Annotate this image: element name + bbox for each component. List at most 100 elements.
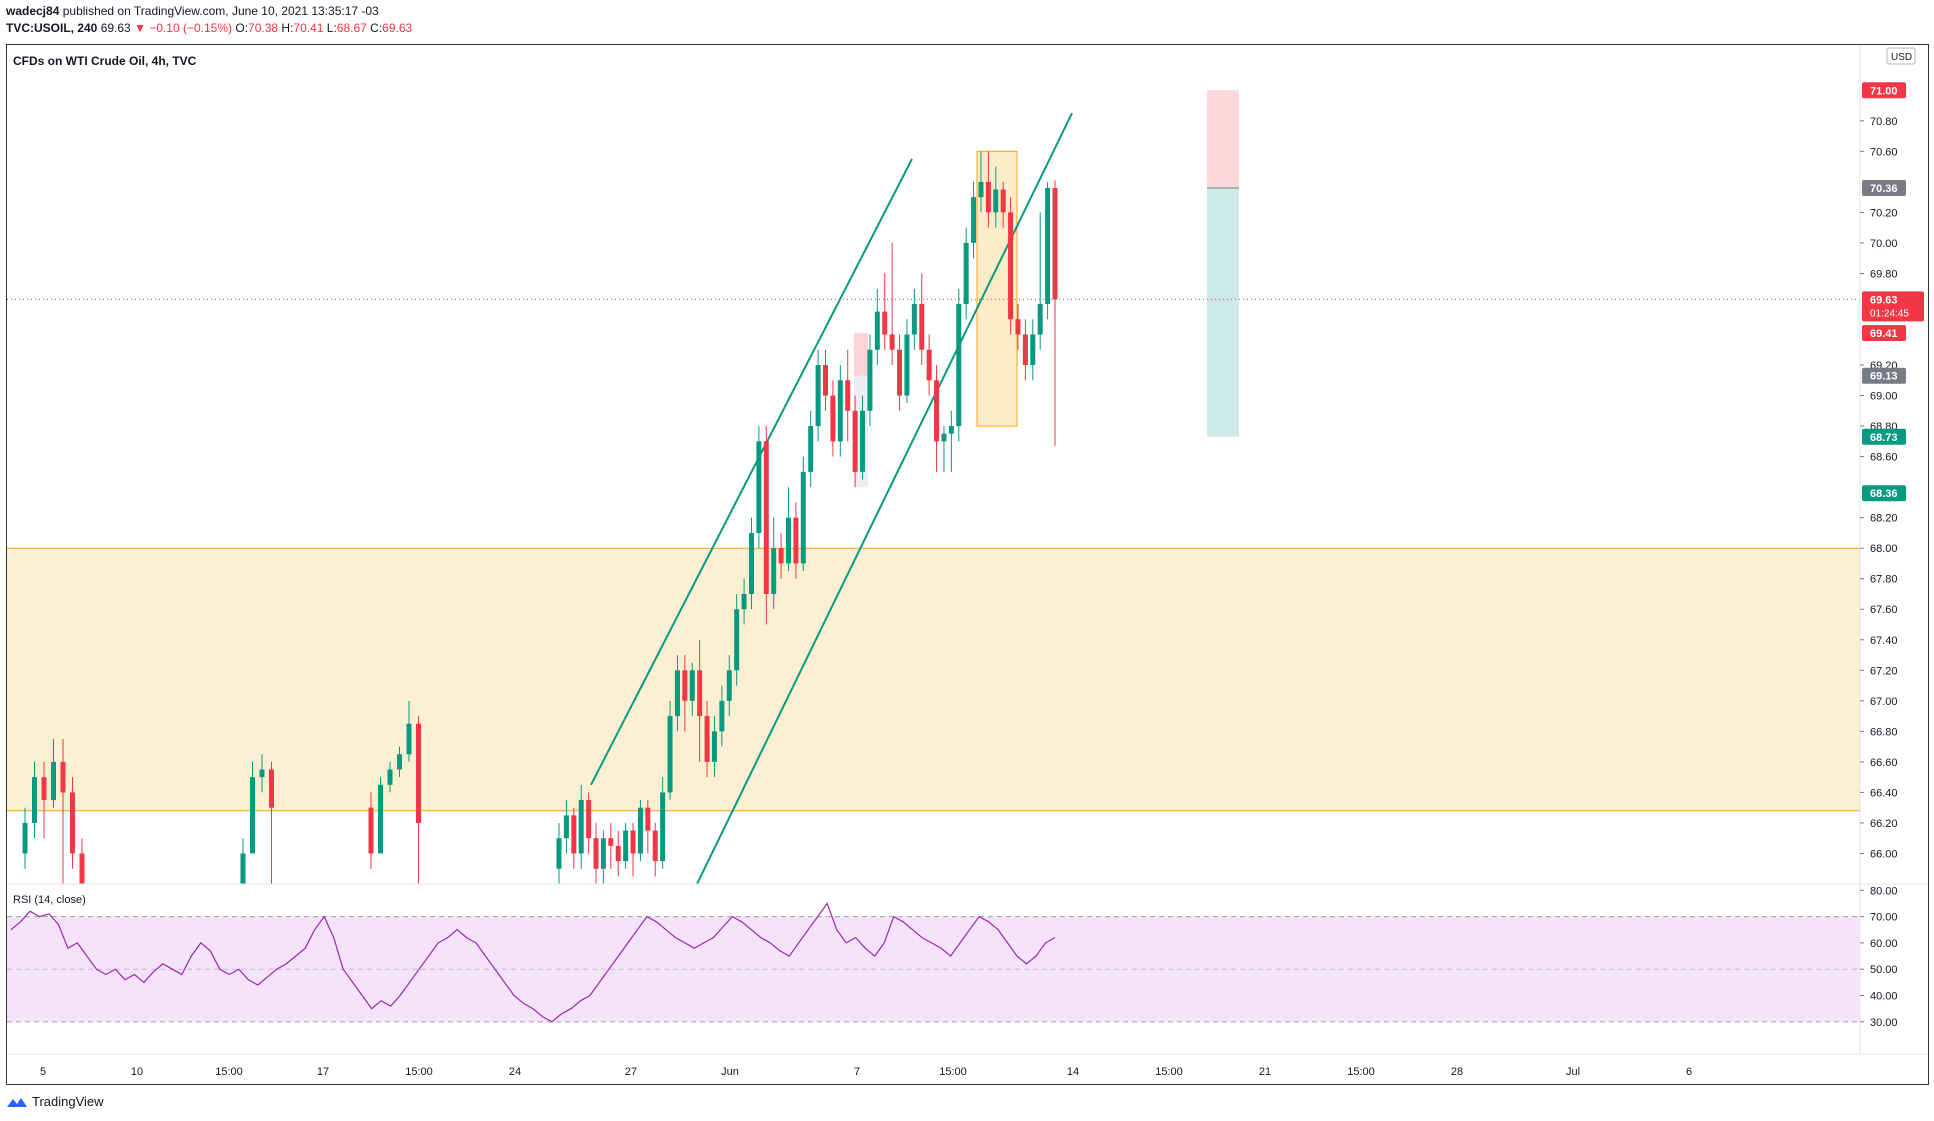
candle-body xyxy=(963,242,969,304)
rsi-tick-label: 40.00 xyxy=(1870,991,1898,1003)
author-name[interactable]: wadecj84 xyxy=(6,4,60,18)
candle-body xyxy=(823,365,829,396)
published-text: published on TradingView.com, June 10, 2… xyxy=(62,4,379,18)
candle-body xyxy=(845,380,851,411)
candle-body xyxy=(368,807,374,854)
currency-label: USD xyxy=(1891,52,1912,63)
candle-body xyxy=(919,303,925,350)
candle-body xyxy=(956,303,962,427)
candle-body xyxy=(941,433,947,442)
candle-body xyxy=(645,807,651,831)
price-tick-label: 66.20 xyxy=(1870,818,1898,830)
low-label: L: xyxy=(326,21,337,35)
candle-body xyxy=(756,441,762,533)
candle-body xyxy=(711,731,717,762)
candle-body xyxy=(674,670,680,717)
candle-body xyxy=(615,845,621,862)
candle-body xyxy=(860,410,866,472)
rsi-tick-label: 50.00 xyxy=(1870,964,1898,976)
candle-body xyxy=(704,716,710,762)
candle-body xyxy=(815,365,821,427)
price-tick-label: 69.80 xyxy=(1870,268,1898,280)
time-tick-label: 7 xyxy=(854,1066,860,1078)
candle-body xyxy=(985,181,991,213)
close-label: C: xyxy=(370,21,383,35)
candle-body xyxy=(830,395,836,442)
candle-body xyxy=(734,609,740,671)
high-value: 70.41 xyxy=(293,21,324,35)
price-tick-label: 66.60 xyxy=(1870,757,1898,769)
symbol-label: TVC:USOIL, 240 xyxy=(6,21,98,35)
candle-body xyxy=(1052,187,1058,300)
candle-body xyxy=(556,838,562,869)
tradingview-footer: TradingView xyxy=(6,1094,104,1109)
price-label-text: 70.36 xyxy=(1870,183,1898,195)
candle-body xyxy=(926,349,932,381)
candle-body xyxy=(911,303,917,335)
brand-label: TradingView xyxy=(32,1094,104,1109)
rsi-tick-label: 80.00 xyxy=(1870,885,1898,897)
rsi-line xyxy=(10,902,1056,1023)
time-tick-label: 24 xyxy=(509,1066,521,1078)
price-label-badge xyxy=(1862,428,1906,445)
price-tick-label: 70.60 xyxy=(1870,146,1898,158)
candle-body xyxy=(1022,334,1028,366)
candle-body xyxy=(387,769,393,785)
channel-upper-line xyxy=(590,158,913,786)
time-tick-label: 27 xyxy=(625,1066,637,1078)
candle-body xyxy=(571,815,577,854)
candle-body xyxy=(1037,303,1043,335)
price-change: ▼ −0.10 (−0.15%) xyxy=(134,21,233,35)
candle-body xyxy=(240,853,246,884)
candle-body xyxy=(763,441,769,594)
candle-body xyxy=(1045,187,1051,304)
candle-body xyxy=(785,517,791,564)
price-tick-label: 68.00 xyxy=(1870,543,1898,555)
candle-body xyxy=(682,670,688,701)
candle-body xyxy=(897,349,903,396)
currency-badge xyxy=(1886,47,1916,65)
time-tick-label: 15:00 xyxy=(939,1066,967,1078)
symbol-line: TVC:USOIL, 240 69.63 ▼ −0.10 (−0.15%) O:… xyxy=(6,21,412,35)
candle-body xyxy=(630,830,636,854)
price-pane xyxy=(7,90,1860,884)
candle-body xyxy=(882,311,888,335)
candle-body xyxy=(741,593,747,610)
price-label-badge xyxy=(1862,82,1906,99)
candle-body xyxy=(608,838,614,846)
current-price-text: 69.63 xyxy=(1870,294,1898,306)
price-tick-label: 70.80 xyxy=(1870,116,1898,128)
chart-canvas[interactable]: CFDs on WTI Crude Oil, 4h, TVC 66.00 66.20… xyxy=(7,45,1928,1084)
rsi-label: RSI (14, close) xyxy=(13,894,86,906)
price-tick-label: 68.60 xyxy=(1870,452,1898,464)
time-tick-label: 21 xyxy=(1259,1066,1271,1078)
price-label-badge xyxy=(1862,324,1906,341)
candle-body xyxy=(889,334,895,350)
candle-body xyxy=(1000,189,1006,213)
chart-frame[interactable]: CFDs on WTI Crude Oil, 4h, TVC 66.00 66.20… xyxy=(6,44,1929,1085)
price-tick-label: 66.00 xyxy=(1870,848,1898,860)
countdown-text: 01:24:45 xyxy=(1870,308,1909,319)
candle-body xyxy=(578,800,584,854)
candle-body xyxy=(593,838,599,869)
time-tick-label: 10 xyxy=(131,1066,143,1078)
time-tick-label: 28 xyxy=(1451,1066,1463,1078)
time-tick-label: 15:00 xyxy=(1347,1066,1375,1078)
candle-body xyxy=(867,349,873,411)
rsi-tick-label: 30.00 xyxy=(1870,1017,1898,1029)
current-price-badge xyxy=(1862,291,1924,322)
candle-body xyxy=(1015,319,1021,335)
time-tick-label: Jul xyxy=(1566,1066,1580,1078)
candle-body xyxy=(652,830,658,862)
candle-body xyxy=(874,311,880,350)
publish-line: wadecj84 published on TradingView.com, J… xyxy=(6,4,379,18)
candle-body xyxy=(60,761,66,793)
price-tick-label: 70.00 xyxy=(1870,238,1898,250)
position-target-zone xyxy=(1207,90,1239,188)
price-tick-label: 66.80 xyxy=(1870,726,1898,738)
price-label-text: 68.36 xyxy=(1870,488,1898,500)
candle-body xyxy=(637,807,643,854)
price-label-text: 69.13 xyxy=(1870,371,1898,383)
candle-body xyxy=(660,792,666,862)
candle-body xyxy=(771,548,777,594)
